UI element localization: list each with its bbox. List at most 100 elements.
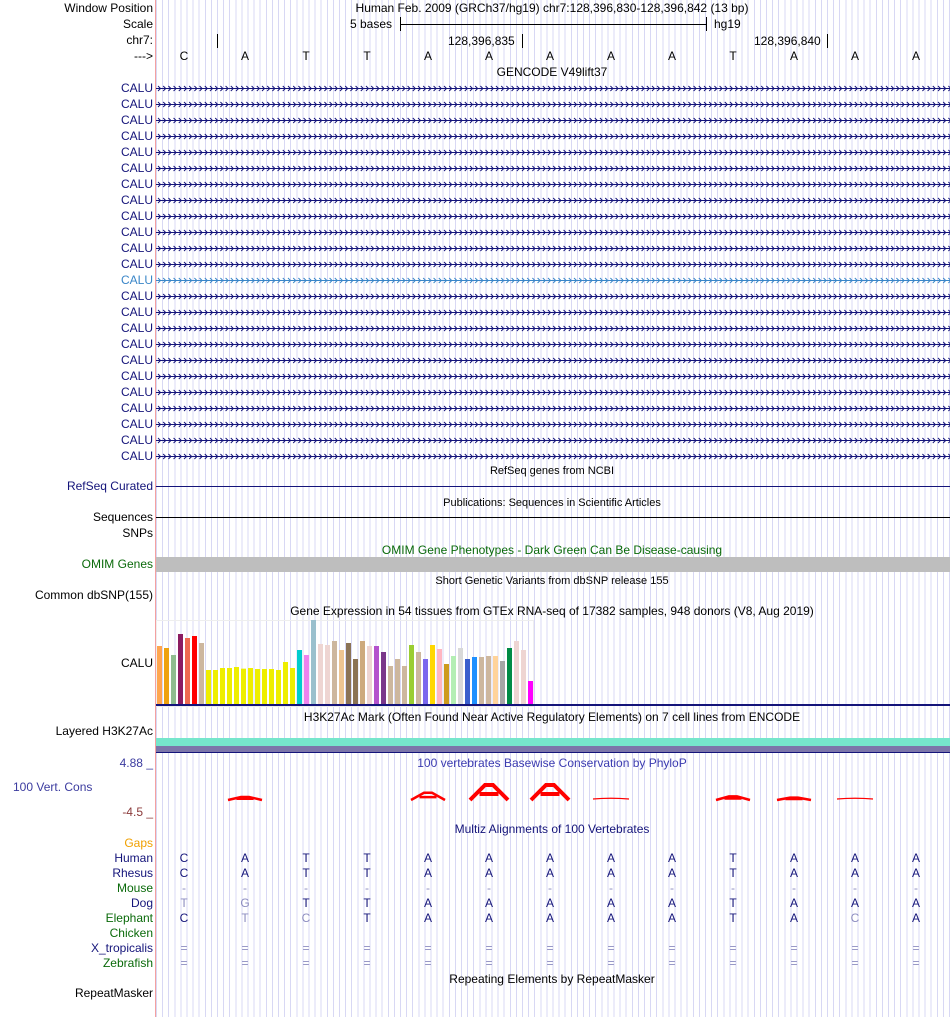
gtex-tissue-bar[interactable] — [255, 669, 260, 704]
transcript-strand-arrows[interactable] — [156, 180, 950, 189]
dbsnp-label[interactable]: Common dbSNP(155) — [34, 588, 153, 602]
gtex-tissue-bar[interactable] — [521, 650, 526, 704]
phylop-score-glyph[interactable] — [468, 783, 510, 802]
gtex-tissue-bar[interactable] — [458, 648, 463, 704]
transcript-strand-arrows[interactable] — [156, 212, 950, 221]
gtex-tissue-bar[interactable] — [157, 646, 162, 704]
gtex-tissue-bar[interactable] — [262, 669, 267, 704]
gtex-tissue-bar[interactable] — [416, 652, 421, 704]
gencode-transcript-label[interactable]: CALU — [120, 273, 153, 287]
gtex-tissue-bar[interactable] — [528, 681, 533, 704]
gaps-label[interactable]: Gaps — [124, 836, 153, 850]
gtex-tissue-bar[interactable] — [248, 668, 253, 704]
gtex-tissue-bar[interactable] — [220, 668, 225, 704]
gtex-tissue-bar[interactable] — [213, 670, 218, 704]
species-label-elephant[interactable]: Elephant — [105, 911, 153, 925]
gencode-transcript-label[interactable]: CALU — [120, 145, 153, 159]
transcript-strand-arrows[interactable] — [156, 388, 950, 397]
gtex-tissue-bar[interactable] — [192, 636, 197, 704]
transcript-strand-arrows[interactable] — [156, 260, 950, 269]
species-label-human[interactable]: Human — [114, 851, 153, 865]
gtex-tissue-bar[interactable] — [304, 655, 309, 704]
transcript-strand-arrows[interactable] — [156, 404, 950, 413]
gtex-tissue-bar[interactable] — [500, 661, 505, 704]
gencode-transcript-label[interactable]: CALU — [120, 433, 153, 447]
transcript-strand-arrows[interactable] — [156, 84, 950, 93]
transcript-strand-arrows[interactable] — [156, 244, 950, 253]
gtex-tissue-bar[interactable] — [206, 670, 211, 704]
gencode-transcript-label[interactable]: CALU — [120, 369, 153, 383]
phylop-score-glyph[interactable] — [529, 783, 571, 802]
species-label-x_tropicalis[interactable]: X_tropicalis — [90, 941, 153, 955]
species-label-zebrafish[interactable]: Zebrafish — [102, 956, 153, 970]
gencode-transcript-label[interactable]: CALU — [120, 193, 153, 207]
gencode-transcript-label[interactable]: CALU — [120, 305, 153, 319]
h3k27ac-label[interactable]: Layered H3K27Ac — [55, 724, 153, 738]
phylop-score-glyph[interactable] — [776, 796, 812, 802]
gtex-tissue-bar[interactable] — [311, 620, 316, 704]
gtex-tissue-bar[interactable] — [164, 648, 169, 704]
gtex-tissue-bar[interactable] — [437, 649, 442, 704]
transcript-strand-arrows[interactable] — [156, 372, 950, 381]
gtex-tissue-bar[interactable] — [353, 659, 358, 704]
gtex-tissue-bar[interactable] — [423, 659, 428, 704]
transcript-strand-arrows[interactable] — [156, 116, 950, 125]
gtex-tissue-bar[interactable] — [374, 646, 379, 704]
gtex-tissue-bar[interactable] — [269, 669, 274, 704]
species-label-chicken[interactable]: Chicken — [109, 926, 153, 940]
publications-label[interactable]: Sequences — [92, 510, 153, 524]
gtex-tissue-bar[interactable] — [430, 645, 435, 704]
gtex-tissue-bar[interactable] — [234, 667, 239, 704]
gtex-tissue-bar[interactable] — [486, 656, 491, 704]
phylop-score-glyph[interactable] — [410, 791, 446, 802]
transcript-strand-arrows[interactable] — [156, 452, 950, 461]
transcript-strand-arrows[interactable] — [156, 164, 950, 173]
gtex-tissue-bar[interactable] — [444, 664, 449, 704]
phylop-track[interactable] — [156, 770, 950, 810]
gtex-tissue-bar[interactable] — [283, 662, 288, 704]
gtex-chart[interactable] — [156, 618, 950, 708]
gencode-transcript-label[interactable]: CALU — [120, 177, 153, 191]
gencode-transcript-label[interactable]: CALU — [120, 129, 153, 143]
gtex-tissue-bar[interactable] — [388, 666, 393, 704]
transcript-strand-arrows[interactable] — [156, 356, 950, 365]
gencode-transcript-label[interactable]: CALU — [120, 161, 153, 175]
gtex-tissue-bar[interactable] — [241, 668, 246, 704]
transcript-strand-arrows[interactable] — [156, 132, 950, 141]
phylop-label[interactable]: 100 Vert. Cons — [13, 780, 93, 794]
gtex-tissue-bar[interactable] — [227, 668, 232, 704]
gencode-transcript-label[interactable]: CALU — [120, 321, 153, 335]
transcript-strand-arrows[interactable] — [156, 148, 950, 157]
gtex-tissue-bar[interactable] — [318, 644, 323, 704]
gtex-tissue-bar[interactable] — [472, 657, 477, 704]
gencode-transcript-label[interactable]: CALU — [120, 97, 153, 111]
refseq-label[interactable]: RefSeq Curated — [66, 479, 153, 493]
gencode-transcript-label[interactable]: CALU — [120, 385, 153, 399]
transcript-strand-arrows[interactable] — [156, 324, 950, 333]
gencode-transcript-label[interactable]: CALU — [120, 241, 153, 255]
gencode-transcript-label[interactable]: CALU — [120, 209, 153, 223]
gencode-transcript-label[interactable]: CALU — [120, 417, 153, 431]
transcript-strand-arrows[interactable] — [156, 308, 950, 317]
omim-gene-bar[interactable] — [156, 557, 950, 572]
species-label-dog[interactable]: Dog — [130, 896, 153, 910]
snps-label[interactable]: SNPs — [122, 526, 153, 540]
gtex-tissue-bar[interactable] — [346, 643, 351, 704]
gtex-tissue-bar[interactable] — [514, 641, 519, 704]
gencode-transcript-label[interactable]: CALU — [120, 257, 153, 271]
gtex-tissue-bar[interactable] — [276, 670, 281, 704]
gtex-label[interactable]: CALU — [120, 656, 153, 670]
transcript-strand-arrows[interactable] — [156, 100, 950, 109]
gtex-tissue-bar[interactable] — [199, 643, 204, 704]
gtex-tissue-bar[interactable] — [479, 657, 484, 704]
transcript-strand-arrows[interactable] — [156, 228, 950, 237]
transcript-strand-arrows[interactable] — [156, 292, 950, 301]
gtex-tissue-bar[interactable] — [381, 652, 386, 704]
gtex-tissue-bar[interactable] — [290, 668, 295, 704]
gtex-tissue-bar[interactable] — [409, 645, 414, 704]
gtex-tissue-bar[interactable] — [367, 646, 372, 704]
gtex-tissue-bar[interactable] — [507, 648, 512, 704]
species-label-rhesus[interactable]: Rhesus — [112, 866, 153, 880]
gencode-transcript-label[interactable]: CALU — [120, 353, 153, 367]
gencode-transcript-label[interactable]: CALU — [120, 449, 153, 463]
